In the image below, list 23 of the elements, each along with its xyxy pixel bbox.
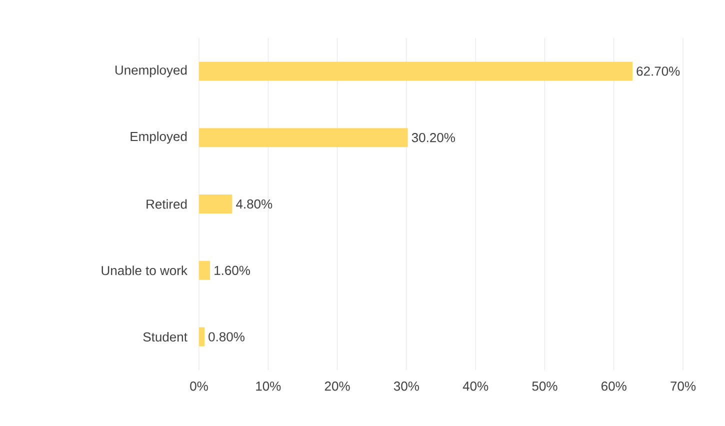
x-tick-label: 70% (670, 382, 696, 391)
x-tick-label: 40% (462, 382, 488, 391)
data-label: 30.20% (412, 133, 455, 142)
x-tick-label: 60% (602, 382, 626, 391)
x-tick-label: 0% (190, 382, 208, 391)
bar (199, 327, 205, 346)
bar (199, 194, 232, 214)
x-tick-label: 30% (394, 382, 419, 391)
data-label: 4.80% (236, 199, 272, 209)
x-tick-label: 10% (256, 382, 281, 391)
data-label: 1.60% (214, 266, 250, 276)
y-tick-label: Student (143, 332, 188, 342)
bar (199, 260, 210, 280)
y-tick-label: Unemployed (115, 65, 187, 78)
bar (199, 128, 408, 148)
bar (199, 62, 633, 81)
data-label: 62.70% (636, 66, 680, 76)
data-label: 0.80% (208, 332, 244, 342)
x-tick-label: 20% (324, 382, 350, 391)
x-tick-label: 50% (532, 382, 558, 391)
y-tick-label: Unable to work (102, 266, 188, 276)
y-tick-label: Employed (130, 132, 187, 144)
y-tick-label: Retired (146, 199, 187, 209)
